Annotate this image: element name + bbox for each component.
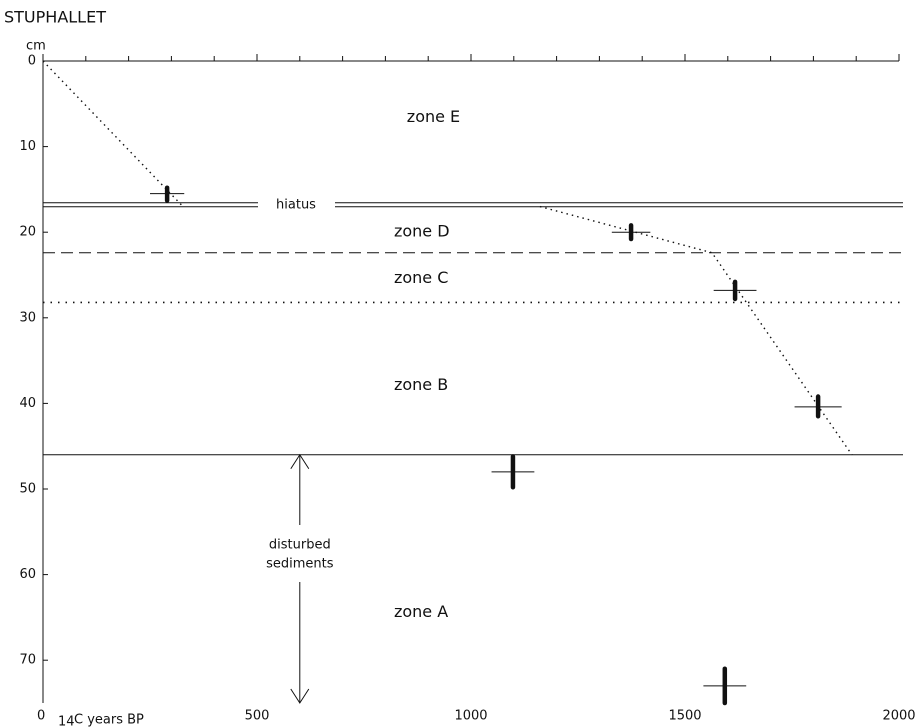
y-tick-label: 0: [28, 54, 36, 69]
arrow-head: [290, 453, 310, 470]
y-tick-label: 60: [19, 567, 36, 582]
label-bg: [258, 196, 335, 213]
chart-title: STUPHALLET: [4, 8, 106, 27]
y-tick-label: 20: [19, 225, 36, 240]
x-tick-label: 0: [37, 709, 45, 724]
x-tick-label: 1500: [668, 709, 701, 724]
y-tick-label: 30: [19, 310, 36, 325]
x-label-sup: 14: [58, 715, 75, 728]
y-tick-label: 40: [19, 396, 36, 411]
y-tick-label: 50: [19, 482, 36, 497]
hiatus-label: hiatus: [276, 197, 316, 212]
x-label: C years BP: [74, 713, 144, 728]
zone-label: zone C: [394, 268, 448, 287]
age-model: [42, 60, 853, 456]
x-tick-label: 2000: [882, 709, 915, 724]
zone-label: zone E: [407, 107, 460, 126]
arrow-head: [290, 688, 310, 704]
x-tick-label: 1000: [454, 709, 487, 724]
y-tick-label: 10: [19, 139, 36, 154]
y-tick-label: 70: [19, 653, 36, 668]
disturbed-label: sediments: [266, 557, 334, 572]
x-tick-label: 500: [245, 709, 270, 724]
disturbed-label: disturbed: [269, 538, 331, 553]
zone-label: zone A: [394, 602, 448, 621]
zone-label: zone B: [394, 375, 448, 394]
zone-label: zone D: [394, 222, 450, 241]
y-unit: cm: [26, 39, 46, 54]
